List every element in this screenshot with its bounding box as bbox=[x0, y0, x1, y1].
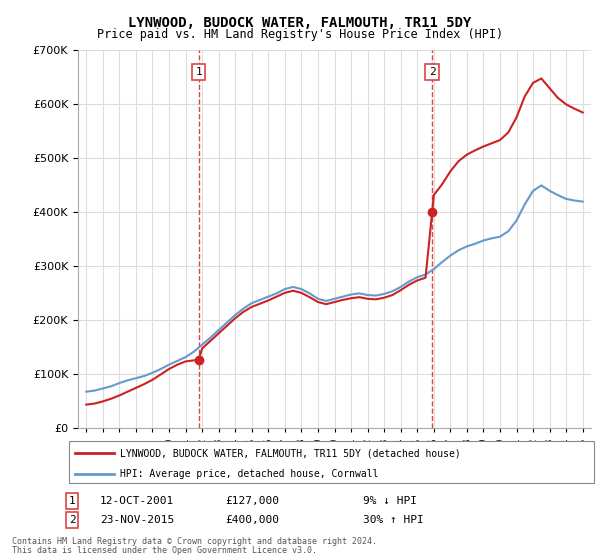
Text: LYNWOOD, BUDOCK WATER, FALMOUTH, TR11 5DY (detached house): LYNWOOD, BUDOCK WATER, FALMOUTH, TR11 5D… bbox=[120, 448, 461, 458]
Text: £400,000: £400,000 bbox=[225, 515, 279, 525]
Text: Price paid vs. HM Land Registry's House Price Index (HPI): Price paid vs. HM Land Registry's House … bbox=[97, 28, 503, 41]
Text: 12-OCT-2001: 12-OCT-2001 bbox=[100, 496, 175, 506]
Text: 30% ↑ HPI: 30% ↑ HPI bbox=[363, 515, 424, 525]
Text: Contains HM Land Registry data © Crown copyright and database right 2024.: Contains HM Land Registry data © Crown c… bbox=[12, 538, 377, 547]
Text: £127,000: £127,000 bbox=[225, 496, 279, 506]
Text: 2: 2 bbox=[68, 515, 76, 525]
Text: HPI: Average price, detached house, Cornwall: HPI: Average price, detached house, Corn… bbox=[120, 469, 379, 479]
Text: 23-NOV-2015: 23-NOV-2015 bbox=[100, 515, 175, 525]
Text: LYNWOOD, BUDOCK WATER, FALMOUTH, TR11 5DY: LYNWOOD, BUDOCK WATER, FALMOUTH, TR11 5D… bbox=[128, 16, 472, 30]
Text: 1: 1 bbox=[68, 496, 76, 506]
Text: 1: 1 bbox=[195, 67, 202, 77]
Text: This data is licensed under the Open Government Licence v3.0.: This data is licensed under the Open Gov… bbox=[12, 547, 317, 556]
Text: 9% ↓ HPI: 9% ↓ HPI bbox=[363, 496, 417, 506]
Text: 2: 2 bbox=[429, 67, 436, 77]
